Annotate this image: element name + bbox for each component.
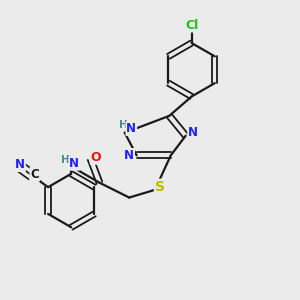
Text: C: C (30, 168, 39, 181)
Text: S: S (155, 180, 165, 194)
Text: N: N (124, 149, 134, 162)
Text: Cl: Cl (185, 19, 198, 32)
Text: N: N (69, 157, 79, 170)
Text: N: N (126, 122, 136, 135)
Text: N: N (188, 126, 198, 139)
Text: H: H (61, 155, 70, 165)
Text: O: O (91, 151, 101, 164)
Text: H: H (119, 120, 128, 130)
Text: N: N (15, 158, 25, 171)
